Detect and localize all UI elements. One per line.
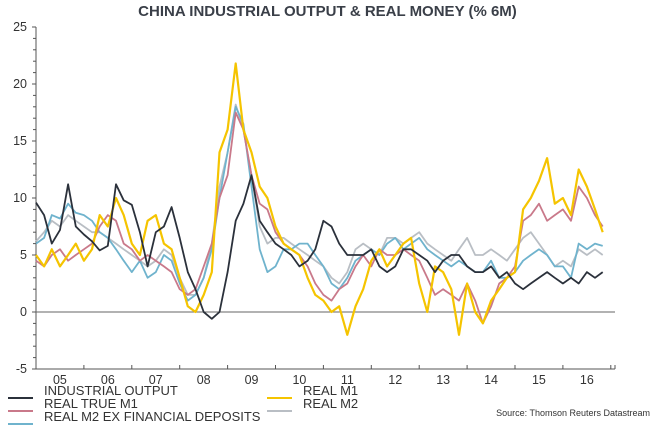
y-tick-label: 20 [13, 77, 27, 91]
chart-title: CHINA INDUSTRIAL OUTPUT & REAL MONEY (% … [138, 3, 517, 20]
legend-item: REAL M2 EX FINANCIAL DEPOSITS [8, 409, 261, 425]
x-tick-label: 10 [292, 373, 306, 387]
x-tick-label: 09 [245, 373, 259, 387]
legend-item: INDUSTRIAL OUTPUT [8, 383, 178, 399]
x-tick-label: 16 [580, 373, 594, 387]
legend-label: REAL TRUE M1 [44, 396, 138, 411]
legend-label: REAL M2 EX FINANCIAL DEPOSITS [44, 409, 261, 424]
legend-item: REAL M1 [267, 383, 358, 399]
y-tick-label: 25 [13, 20, 27, 34]
legend-label: REAL M1 [303, 383, 358, 398]
x-tick-label: 08 [197, 373, 211, 387]
x-tick-label: 07 [149, 373, 163, 387]
y-tick-label: 15 [13, 134, 27, 148]
y-tick-label: 10 [13, 191, 27, 205]
y-tick-label: 5 [20, 248, 27, 262]
axes: 25 20 15 10 5 0 -5 05 06 07 08 09 10 11 12 13 14 15 16 [13, 20, 616, 387]
y-tick-label: -5 [16, 362, 27, 376]
x-tick-label: 12 [388, 373, 402, 387]
x-tick-label: 14 [484, 373, 498, 387]
legend-item: REAL TRUE M1 [8, 396, 138, 412]
series-lines [35, 62, 604, 336]
series-line-real-m1 [35, 62, 604, 336]
series-line-real-true-m1 [35, 111, 604, 325]
series-line-real-m2-ex-financial-deposits [35, 105, 603, 302]
legend-label: INDUSTRIAL OUTPUT [44, 383, 178, 398]
legend-label: REAL M2 [303, 396, 358, 411]
series-line-industrial-output [35, 174, 604, 320]
x-tick-label: 11 [341, 373, 354, 387]
x-tick-label: 15 [532, 373, 546, 387]
y-tick-label: 0 [20, 305, 27, 319]
source-note: Source: Thomson Reuters Datastream [496, 408, 650, 418]
legend-item: REAL M2 [267, 396, 358, 412]
x-tick-label: 06 [101, 373, 115, 387]
x-tick-label: 13 [436, 373, 450, 387]
series-line-real-m2 [35, 103, 604, 296]
x-tick-label: 05 [53, 373, 67, 387]
